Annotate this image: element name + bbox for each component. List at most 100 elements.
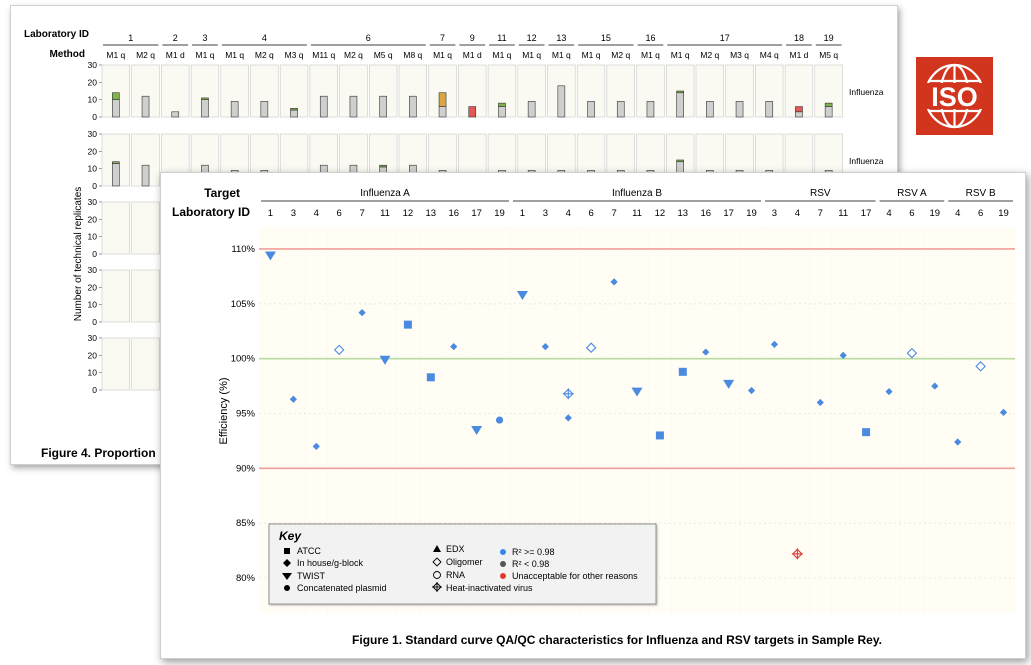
back-y-tick-label: 0: [92, 385, 97, 395]
back-bar: [795, 111, 803, 118]
back-lab-group-label: 7: [440, 33, 445, 43]
y-tick-label: 100%: [231, 354, 256, 365]
back-method-label: M2 q: [344, 50, 363, 60]
back-bar: [379, 95, 387, 118]
lab-id-tick-label: 4: [566, 208, 571, 219]
data-point: [333, 344, 345, 356]
back-y-tick-label: 30: [88, 265, 98, 275]
back-method-label: M1 q: [641, 50, 660, 60]
lab-id-tick-label: 19: [998, 208, 1009, 219]
back-lab-group-label: 12: [527, 33, 537, 43]
back-y-tick-label: 20: [88, 282, 98, 292]
back-method-label: M1 q: [492, 50, 511, 60]
back-bar: [824, 102, 833, 107]
data-point: [495, 416, 504, 424]
y-tick-label: 90%: [236, 463, 256, 474]
rna-circle-icon: [433, 571, 441, 579]
twist-triangle-icon: [282, 573, 292, 580]
back-bar: [141, 164, 150, 187]
data-point: [791, 548, 803, 560]
back-y-tick-label: 0: [92, 181, 97, 191]
plasmid-circle-icon: [284, 585, 290, 591]
back-bar: [498, 106, 506, 118]
back-method-label: M1 q: [195, 50, 214, 60]
back-y-tick-label: 10: [88, 300, 98, 310]
back-method-label: M4 q: [760, 50, 779, 60]
back-bar: [141, 95, 150, 118]
data-point: [379, 355, 391, 365]
back-method-label: M1 d: [463, 50, 482, 60]
data-point: [564, 414, 572, 422]
lab-id-tick-label: 1: [520, 208, 525, 219]
lab-id-tick-label: 19: [930, 208, 941, 219]
back-panel: [814, 64, 843, 118]
iso-logo-icon: ISO: [920, 63, 989, 129]
back-bar: [646, 101, 655, 118]
back-row-label: Influenza: [849, 87, 884, 97]
back-y-tick-label: 0: [92, 317, 97, 327]
target-row-label: Target: [204, 186, 240, 200]
legend-in-house: In house/g-block: [297, 558, 364, 568]
lab-id-tick-label: 11: [838, 208, 848, 219]
lab-id-tick-label: 16: [700, 208, 711, 219]
back-bar: [319, 95, 328, 118]
back-panel: [131, 269, 160, 323]
data-point: [862, 428, 871, 437]
data-point: [562, 388, 574, 400]
legend-rna: RNA: [446, 570, 465, 580]
back-bar: [349, 95, 358, 118]
back-bar: [438, 106, 447, 118]
data-point: [678, 367, 687, 376]
back-bar: [527, 101, 536, 118]
back-y-tick-label: 20: [88, 146, 98, 156]
legend-oligomer: Oligomer: [446, 557, 483, 567]
atcc-square-icon: [284, 548, 290, 554]
legend-title: Key: [279, 529, 302, 543]
back-bar: [112, 163, 120, 187]
lab-id-tick-label: 7: [611, 208, 616, 219]
back-lab-group-label: 17: [720, 33, 730, 43]
back-bar: [290, 109, 298, 118]
unacceptable-dot-icon: [500, 573, 506, 579]
back-bar: [409, 95, 417, 118]
data-point: [655, 431, 664, 440]
back-lab-group-label: 19: [824, 33, 834, 43]
lab-id-tick-label: 6: [589, 208, 594, 219]
iso-logo-text: ISO: [931, 82, 978, 112]
data-point: [541, 342, 549, 351]
back-bar: [824, 106, 833, 118]
lab-id-tick-label: 6: [909, 208, 914, 219]
legend-edx: EDX: [446, 544, 465, 554]
back-bar: [379, 164, 387, 168]
back-method-label: M5 q: [819, 50, 838, 60]
back-y-tick-label: 20: [88, 77, 98, 87]
back-method-label: M2 q: [611, 50, 630, 60]
back-method-label: M1 q: [671, 50, 690, 60]
back-panel: [101, 269, 131, 323]
back-method-label: M1 d: [789, 50, 808, 60]
lab-id-tick-label: 13: [678, 208, 689, 219]
lab-id-tick-label: 11: [632, 208, 642, 219]
back-method-label: M1 q: [225, 50, 244, 60]
data-point: [723, 379, 735, 389]
data-point: [702, 348, 710, 356]
back-bar: [171, 111, 180, 118]
pass-dot-icon: [500, 549, 506, 555]
back-panel: [101, 133, 131, 187]
lab-id-tick-label: 13: [426, 208, 437, 219]
back-y-tick-label: 0: [92, 112, 97, 122]
back-y-tick-label: 30: [88, 129, 98, 139]
lab-id-tick-label: 12: [403, 208, 414, 219]
back-y-tick-label: 10: [88, 368, 98, 378]
back-y-tick-label: 30: [88, 333, 98, 343]
lab-id-tick-label: 7: [359, 208, 364, 219]
y-tick-label: 95%: [236, 409, 256, 420]
lab-id-tick-label: 17: [471, 208, 482, 219]
back-y-tick-label: 20: [88, 350, 98, 360]
legend-twist: TWIST: [297, 571, 325, 581]
back-method-label: Method: [49, 49, 85, 60]
target-group-label: Influenza B: [612, 188, 662, 199]
data-point: [885, 387, 893, 396]
back-lab-id-label: Laboratory ID: [24, 29, 89, 40]
